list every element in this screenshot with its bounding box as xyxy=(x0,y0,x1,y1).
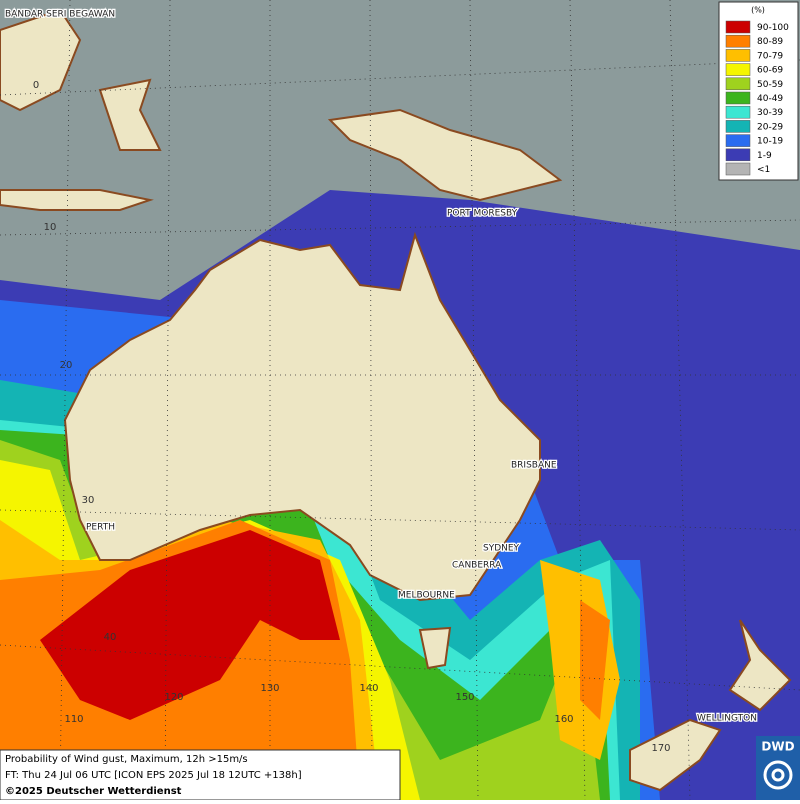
legend-label: 20-29 xyxy=(757,122,783,132)
legend-label: 80-89 xyxy=(757,37,783,47)
graticule-label: 170 xyxy=(651,743,670,754)
legend-swatch xyxy=(725,34,751,48)
legend-items: 90-100 80-89 70-79 60-69 50-59 40-49 30-39 20-2… xyxy=(725,20,789,176)
legend-label: 50-59 xyxy=(757,80,783,90)
legend-label: 10-19 xyxy=(757,137,783,147)
city-label: CANBERRA xyxy=(452,561,502,571)
graticule-label: 10 xyxy=(44,222,57,233)
logo-swirl-inner xyxy=(771,768,785,782)
legend-swatch xyxy=(725,49,751,62)
legend-swatch xyxy=(725,77,751,91)
city-label: PORT MORESBY xyxy=(447,209,518,219)
footer-forecast: FT: Thu 24 Jul 06 UTC [ICON EPS 2025 Jul… xyxy=(5,770,302,781)
legend-swatch xyxy=(725,91,751,105)
graticule-label: 40 xyxy=(104,632,117,643)
graticule-label: 150 xyxy=(455,692,474,703)
footer-title: Probability of Wind gust, Maximum, 12h >… xyxy=(5,754,248,765)
graticule-label: 130 xyxy=(260,683,279,694)
logo-swirl xyxy=(763,760,793,790)
legend-swatch xyxy=(725,63,751,76)
graticule-label: 0 xyxy=(33,80,39,91)
graticule-label: 160 xyxy=(554,714,573,725)
legend-swatch xyxy=(725,134,751,147)
labels: BANDAR SERI BEGAWAN PORT MORESBY BRISBANE S… xyxy=(4,8,758,754)
legend-swatch xyxy=(725,148,751,162)
graticule-label: 110 xyxy=(64,714,83,725)
legend-label: 90-100 xyxy=(757,23,789,33)
legend-label: 70-79 xyxy=(757,51,783,61)
footer-copyright: ©2025 Deutscher Wetterdienst xyxy=(5,786,182,797)
legend-label: 30-39 xyxy=(757,108,783,118)
graticule-label: 140 xyxy=(359,683,378,694)
city-label: WELLINGTON xyxy=(697,714,757,724)
city-label: BANDAR SERI BEGAWAN xyxy=(5,10,115,20)
city-label: SYDNEY xyxy=(483,544,520,554)
legend: (%) 90-100 80-89 70-79 60-69 50-59 40-49 30-39… xyxy=(718,1,799,181)
graticule-label: 30 xyxy=(82,495,95,506)
legend-title: (%) xyxy=(751,6,765,15)
legend-swatch xyxy=(725,105,751,119)
city-label: BRISBANE xyxy=(511,461,557,471)
legend-label: <1 xyxy=(757,165,770,175)
footer-box xyxy=(0,749,401,801)
legend-swatch xyxy=(725,120,751,133)
legend-label: 1-9 xyxy=(757,151,772,161)
legend-label: 60-69 xyxy=(757,66,783,76)
city-label: PERTH xyxy=(86,523,115,533)
legend-label: 40-49 xyxy=(757,94,783,104)
graticule-label: 20 xyxy=(60,360,73,371)
city-label: MELBOURNE xyxy=(398,591,455,601)
legend-swatch xyxy=(725,162,751,176)
land xyxy=(0,8,792,792)
graticule-label: 120 xyxy=(164,692,183,703)
logo: DWD xyxy=(761,740,794,754)
legend-swatch xyxy=(725,20,751,34)
